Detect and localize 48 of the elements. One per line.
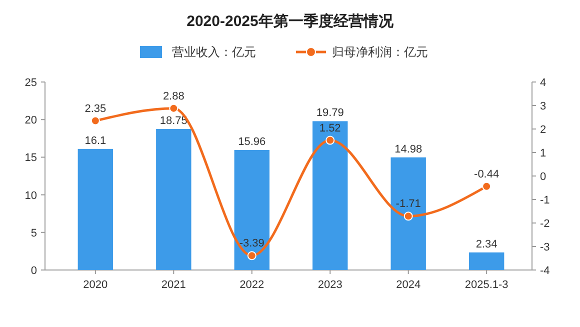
x-tick-label: 2023 — [318, 279, 342, 291]
bar — [390, 157, 426, 270]
y2-tick-label: -4 — [540, 265, 550, 277]
y2-tick-label: 2 — [540, 124, 546, 136]
x-tick-label: 2021 — [161, 279, 186, 291]
legend-label: 归母净利润：亿元 — [332, 45, 428, 59]
data-label: 14.98 — [394, 143, 422, 156]
point — [169, 104, 178, 113]
data-label: -3.39 — [239, 238, 264, 250]
data-label: 15.96 — [238, 136, 266, 148]
point — [247, 251, 256, 260]
bar — [234, 150, 270, 270]
y2-tick-label: 1 — [540, 148, 546, 160]
y-tick-label: 0 — [30, 265, 37, 277]
x-tick-label: 2024 — [396, 279, 421, 291]
bar — [78, 148, 114, 270]
x-tick-label: 2025.1-3 — [464, 279, 508, 291]
data-label: 2.88 — [162, 90, 184, 102]
legend-label: 营业收入：亿元 — [172, 45, 256, 59]
x-tick-label: 2020 — [83, 279, 108, 291]
y2-tick-label: -1 — [540, 194, 550, 206]
y2-tick-label: 0 — [540, 171, 546, 183]
bar — [312, 121, 348, 270]
y-tick-label: 20 — [24, 114, 37, 127]
data-label: 2.34 — [476, 238, 498, 250]
y-tick-label: 15 — [24, 152, 37, 164]
data-label: 1.52 — [319, 122, 341, 134]
bar — [468, 252, 504, 270]
data-label: 19.79 — [316, 107, 344, 120]
data-label: -1.71 — [396, 198, 421, 210]
y2-tick-label: 4 — [540, 77, 546, 89]
y-tick-label: 10 — [24, 190, 37, 202]
y2-tick-label: 3 — [540, 100, 546, 112]
point — [326, 136, 335, 145]
y-tick-label: 25 — [24, 77, 37, 89]
y2-tick-label: -2 — [540, 218, 550, 230]
x-tick-label: 2022 — [240, 279, 264, 291]
data-label: 16.1 — [84, 134, 106, 147]
data-label: 18.75 — [160, 115, 188, 127]
point — [90, 116, 100, 126]
y-tick-label: 5 — [30, 227, 37, 240]
point — [404, 212, 413, 221]
data-label: 2.35 — [84, 102, 106, 115]
point — [482, 182, 492, 191]
bar — [156, 129, 192, 270]
chart-title: 2020-2025年第一季度经营情况 — [186, 12, 394, 30]
data-label: -0.44 — [474, 168, 500, 180]
y2-tick-label: -3 — [540, 242, 550, 254]
